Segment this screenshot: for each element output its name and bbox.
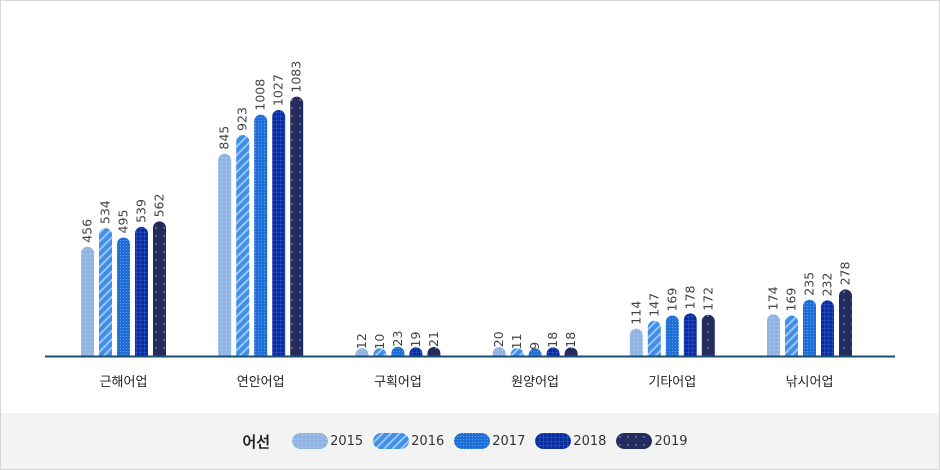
legend-swatch-2015: [292, 433, 329, 449]
bar-2015-0[interactable]: [81, 246, 94, 356]
bar-2017-1[interactable]: [254, 114, 268, 356]
data-label-2017-2: 23: [390, 331, 405, 347]
legend-swatch-2019: [616, 433, 653, 449]
bar-2017-3[interactable]: [528, 348, 542, 356]
legend-label-2017: 2017: [492, 433, 526, 449]
category-label-0: 근해어업: [100, 375, 148, 390]
bar-2016-2[interactable]: [373, 348, 387, 356]
data-label-2018-1: 1027: [271, 74, 286, 106]
category-label-4: 기타어업: [648, 375, 696, 390]
bar-2016-4[interactable]: [647, 320, 661, 356]
data-label-2017-5: 235: [802, 272, 817, 296]
category-label-5: 낚시어업: [786, 375, 834, 390]
data-label-2019-0: 562: [152, 194, 167, 218]
data-label-2017-1: 1008: [253, 79, 268, 111]
bar-2017-4[interactable]: [665, 315, 679, 356]
bar-2019-2[interactable]: [427, 346, 441, 356]
bar-2018-4[interactable]: [683, 313, 697, 356]
legend-label-2019: 2019: [654, 433, 688, 449]
bar-2017-2[interactable]: [391, 346, 405, 356]
bar-2019-1[interactable]: [290, 96, 304, 357]
data-label-2015-3: 20: [491, 331, 506, 347]
data-label-2017-4: 169: [664, 288, 679, 312]
bar-2015-1[interactable]: [218, 153, 232, 356]
bar-2015-5[interactable]: [767, 314, 780, 356]
data-label-2018-3: 18: [545, 332, 560, 348]
bar-2019-0[interactable]: [153, 221, 166, 356]
data-label-2016-1: 923: [235, 107, 250, 131]
bar-2016-5[interactable]: [785, 315, 798, 356]
data-label-2016-4: 147: [646, 293, 661, 317]
legend-title: 어선: [242, 432, 271, 451]
data-label-2018-5: 232: [820, 273, 835, 297]
legend-label-2015: 2015: [330, 433, 364, 449]
data-label-2019-4: 172: [700, 287, 715, 311]
data-label-2019-2: 21: [426, 331, 441, 347]
data-label-2015-5: 174: [766, 286, 781, 310]
data-label-2016-2: 10: [372, 334, 387, 350]
data-label-2015-2: 12: [354, 333, 369, 349]
data-label-2016-0: 534: [98, 200, 113, 224]
data-label-2015-4: 114: [628, 301, 643, 325]
data-label-2016-3: 11: [509, 333, 524, 349]
category-label-3: 원양어업: [511, 375, 559, 390]
bar-2018-3[interactable]: [546, 347, 560, 356]
category-label-1: 연안어업: [237, 375, 285, 390]
legend-label-2016: 2016: [411, 433, 445, 449]
legend-item-2017[interactable]: 2017: [454, 433, 525, 449]
legend-swatch-2016: [373, 433, 410, 449]
bar-2018-1[interactable]: [272, 110, 286, 356]
data-label-2019-1: 1083: [289, 61, 304, 93]
bar-2019-3[interactable]: [564, 347, 578, 356]
bar-2015-2[interactable]: [355, 348, 369, 356]
legend-label-2018: 2018: [573, 433, 607, 449]
legend: 어선 2015 2016 2017 2018: [1, 413, 939, 469]
bar-2015-3[interactable]: [492, 347, 506, 356]
data-label-2019-5: 278: [838, 262, 853, 286]
bar-2016-1[interactable]: [236, 134, 250, 356]
bar-2018-0[interactable]: [135, 226, 148, 356]
bar-2017-0[interactable]: [117, 237, 130, 356]
data-label-2019-3: 18: [563, 332, 578, 348]
legend-swatch-2018: [535, 433, 572, 449]
category-label-2: 구획어업: [374, 375, 422, 390]
data-label-2017-0: 495: [116, 210, 131, 234]
data-label-2017-3: 9: [527, 342, 542, 350]
bar-2019-5[interactable]: [839, 289, 852, 356]
bar-2018-2[interactable]: [409, 347, 423, 356]
bar-2019-4[interactable]: [701, 314, 715, 356]
data-label-2018-0: 539: [134, 199, 149, 223]
legend-item-2016[interactable]: 2016: [373, 433, 444, 449]
data-label-2015-0: 456: [80, 219, 95, 243]
bar-2015-4[interactable]: [629, 328, 643, 356]
bar-2018-5[interactable]: [821, 300, 834, 356]
legend-swatch-2017: [454, 433, 491, 449]
legend-item-2018[interactable]: 2018: [535, 433, 606, 449]
bar-2016-3[interactable]: [510, 348, 524, 356]
bar-2016-0[interactable]: [99, 228, 112, 356]
data-label-2015-1: 845: [217, 126, 232, 150]
data-label-2018-2: 19: [408, 331, 423, 347]
legend-item-2015[interactable]: 2015: [292, 433, 363, 449]
legend-band: 어선 2015 2016 2017 2018: [1, 413, 939, 469]
data-label-2016-5: 169: [784, 288, 799, 312]
bar-2017-5[interactable]: [803, 299, 816, 356]
data-label-2018-4: 178: [682, 285, 697, 309]
legend-item-2019[interactable]: 2019: [616, 433, 688, 449]
